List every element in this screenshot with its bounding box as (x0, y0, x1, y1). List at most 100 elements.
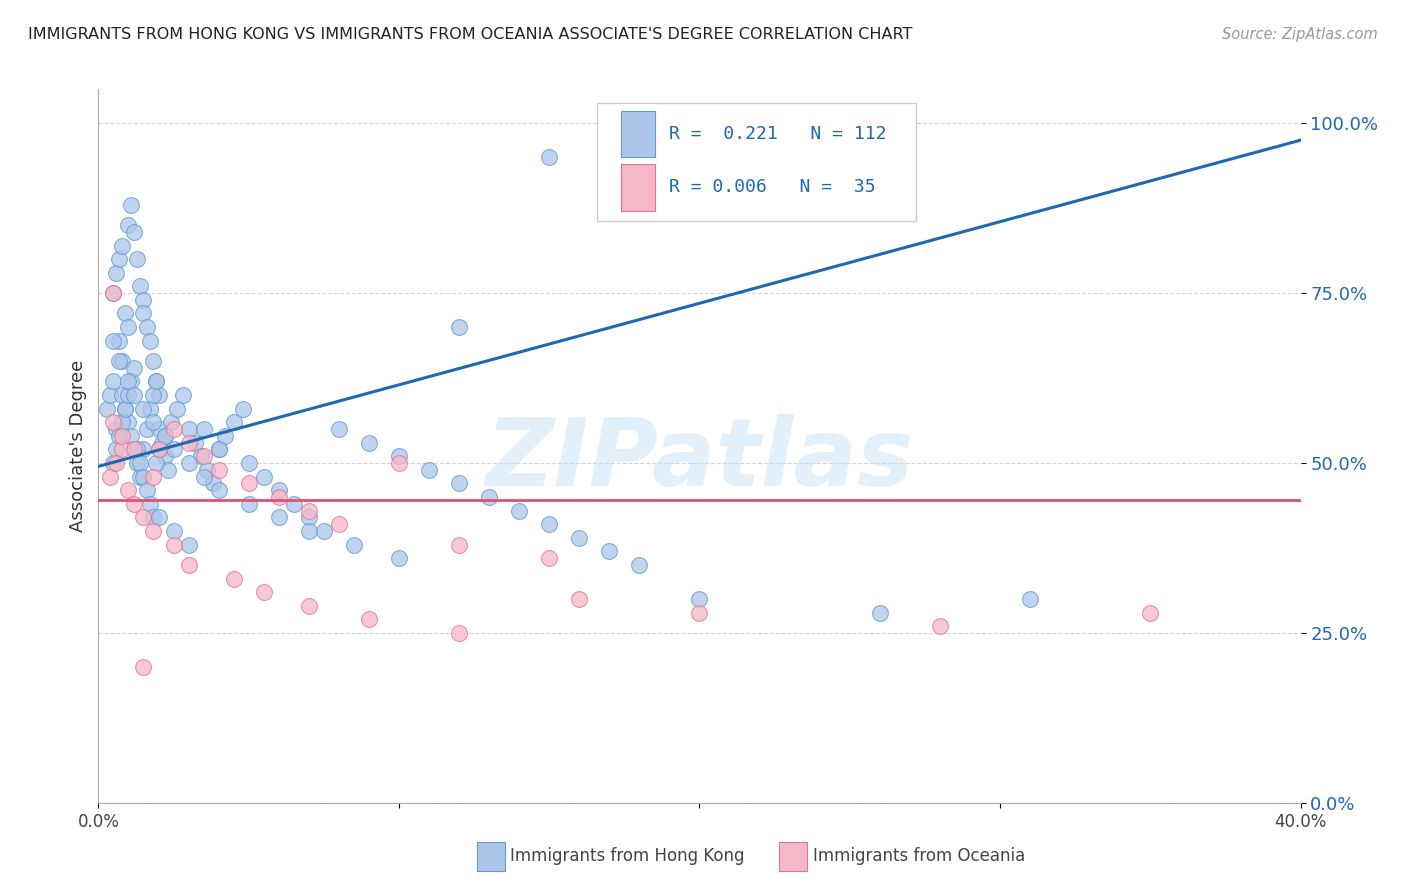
Point (103, 415, 125, 429)
Text: Immigrants from Hong Kong: Immigrants from Hong Kong (510, 847, 745, 865)
Point (108, 334, 131, 348)
Point (117, 320, 139, 334)
Point (447, 626, 470, 640)
Point (121, 375, 143, 389)
Point (208, 442, 231, 457)
Point (148, 510, 170, 524)
Point (132, 306, 155, 320)
Point (145, 456, 167, 470)
Point (193, 449, 215, 463)
Point (447, 537, 470, 551)
Point (129, 279, 152, 293)
Bar (621, 164, 655, 211)
Point (153, 449, 176, 463)
Point (343, 537, 366, 551)
Point (117, 375, 139, 389)
Point (111, 238, 134, 252)
Point (138, 334, 160, 348)
Point (508, 503, 530, 517)
Point (357, 435, 380, 450)
Text: R = 0.006   N =  35: R = 0.006 N = 35 (669, 178, 876, 196)
Point (478, 490, 501, 504)
Point (177, 558, 200, 572)
Point (132, 510, 155, 524)
Point (159, 415, 181, 429)
Point (148, 442, 170, 457)
Point (208, 483, 231, 498)
Point (96, 401, 118, 416)
Point (141, 354, 163, 368)
Point (929, 619, 952, 633)
Point (114, 401, 136, 416)
Point (418, 463, 440, 477)
Point (568, 531, 591, 545)
Point (267, 510, 290, 524)
Point (172, 388, 194, 402)
Point (103, 375, 125, 389)
Point (124, 442, 146, 457)
Point (388, 551, 411, 566)
Point (135, 483, 157, 498)
Point (628, 558, 651, 572)
Point (153, 429, 176, 443)
Point (238, 497, 260, 511)
Point (388, 456, 411, 470)
Point (148, 388, 170, 402)
Point (1139, 606, 1161, 620)
Point (124, 388, 146, 402)
Point (388, 449, 411, 463)
Text: Source: ZipAtlas.com: Source: ZipAtlas.com (1222, 27, 1378, 42)
Point (253, 469, 276, 483)
Point (183, 435, 205, 450)
Point (132, 293, 155, 307)
Point (105, 442, 128, 457)
Point (129, 456, 152, 470)
Point (121, 429, 143, 443)
Point (141, 415, 163, 429)
Point (117, 388, 139, 402)
Point (298, 503, 321, 517)
Point (177, 456, 200, 470)
Point (253, 585, 276, 599)
Point (298, 524, 321, 538)
Point (108, 354, 131, 368)
Point (568, 591, 591, 606)
Point (103, 286, 125, 301)
Point (208, 463, 231, 477)
Point (328, 517, 350, 532)
Point (117, 483, 139, 498)
Point (328, 422, 350, 436)
Y-axis label: Associate's Degree: Associate's Degree (69, 359, 87, 533)
Point (201, 476, 224, 491)
Point (108, 429, 131, 443)
Point (132, 442, 155, 457)
Point (222, 415, 245, 429)
Point (312, 524, 335, 538)
Point (145, 375, 167, 389)
Point (688, 591, 710, 606)
Point (232, 401, 254, 416)
Point (111, 442, 134, 457)
Point (148, 422, 170, 436)
Point (283, 497, 305, 511)
Point (177, 422, 200, 436)
Point (162, 537, 184, 551)
Text: IMMIGRANTS FROM HONG KONG VS IMMIGRANTS FROM OCEANIA ASSOCIATE'S DEGREE CORRELAT: IMMIGRANTS FROM HONG KONG VS IMMIGRANTS … (28, 27, 912, 42)
Point (121, 198, 143, 212)
Point (177, 537, 200, 551)
Point (208, 442, 231, 457)
Point (193, 422, 215, 436)
Point (214, 429, 236, 443)
Point (162, 524, 184, 538)
Point (141, 524, 163, 538)
Point (688, 606, 710, 620)
Point (141, 469, 163, 483)
Point (138, 401, 160, 416)
Point (162, 422, 184, 436)
Point (1019, 591, 1042, 606)
Point (103, 334, 125, 348)
Point (124, 360, 146, 375)
Point (111, 415, 134, 429)
Point (127, 252, 149, 266)
Point (114, 401, 136, 416)
